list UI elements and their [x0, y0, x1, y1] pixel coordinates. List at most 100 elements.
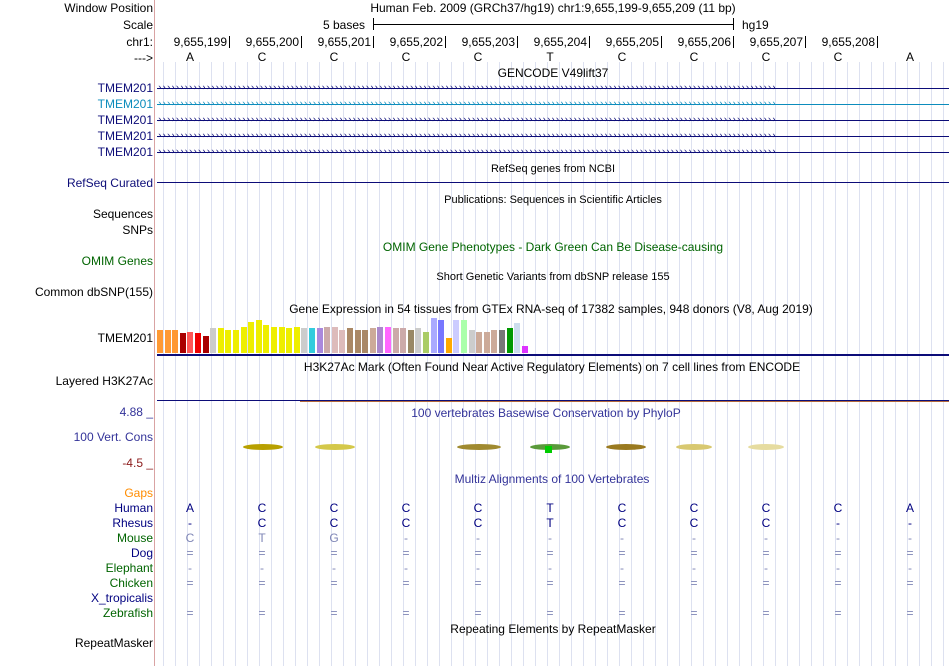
gtex-tissue-bar[interactable]	[392, 328, 399, 353]
multiz-species-label[interactable]: Zebrafish	[102, 606, 153, 620]
gtex-tissue-bar[interactable]	[202, 336, 209, 353]
gtex-tissue-bar[interactable]	[331, 327, 338, 353]
multiz-alignment-base: =	[402, 576, 410, 590]
gtex-tissue-bar[interactable]	[453, 320, 460, 353]
gtex-tissue-bar[interactable]	[339, 330, 346, 353]
base-letter[interactable]: C	[761, 50, 771, 64]
multiz-alignment-base: G	[329, 531, 339, 545]
base-letter[interactable]: A	[185, 50, 194, 64]
gtex-tissue-bar[interactable]	[164, 330, 171, 353]
multiz-species-label[interactable]: Chicken	[109, 576, 153, 590]
gtex-tissue-bar[interactable]	[369, 328, 376, 353]
gtex-tissue-bar[interactable]	[483, 332, 490, 353]
multiz-species-label[interactable]: Human	[114, 501, 153, 515]
gtex-tissue-bar[interactable]	[179, 333, 186, 353]
gencode-transcript-label[interactable]: TMEM201	[97, 113, 153, 127]
gencode-transcript-line[interactable]	[157, 120, 949, 121]
repeatmasker-title: Repeating Elements by RepeatMasker	[450, 622, 656, 636]
gencode-transcript-label[interactable]: TMEM201	[97, 129, 153, 143]
gtex-tissue-bar[interactable]	[354, 330, 361, 353]
gencode-transcript-line[interactable]	[157, 104, 949, 105]
gtex-tissue-bar[interactable]	[271, 327, 277, 353]
refseq-label[interactable]: RefSeq Curated	[66, 176, 153, 190]
gtex-tissue-bar[interactable]	[225, 330, 232, 353]
gtex-tissue-bar[interactable]	[400, 328, 407, 353]
gtex-tissue-bar[interactable]	[263, 325, 270, 353]
refseq-gene-line[interactable]	[157, 182, 949, 183]
gtex-tissue-bar[interactable]	[491, 330, 498, 353]
gtex-tissue-bar[interactable]	[514, 323, 521, 353]
multiz-alignment-base: =	[762, 576, 770, 590]
gtex-tissue-bar[interactable]	[316, 328, 323, 353]
gtex-tissue-bar[interactable]	[324, 327, 331, 353]
gtex-tissue-bar[interactable]	[187, 332, 194, 353]
gtex-tissue-bar[interactable]	[377, 327, 384, 353]
gtex-tissue-bar[interactable]	[195, 333, 201, 353]
gtex-tissue-bar[interactable]	[385, 327, 391, 353]
base-letter[interactable]: C	[401, 50, 411, 64]
gtex-tissue-bar[interactable]	[286, 328, 293, 353]
gencode-transcript-label[interactable]: TMEM201	[97, 145, 153, 159]
base-letter[interactable]: C	[833, 50, 843, 64]
phylop-min-label: -4.5 _	[122, 456, 153, 470]
multiz-species-label[interactable]: Dog	[130, 546, 153, 560]
base-letter[interactable]: C	[329, 50, 339, 64]
gtex-tissue-bar[interactable]	[217, 328, 224, 353]
gtex-tissue-bar[interactable]	[172, 330, 179, 353]
dbsnp-label[interactable]: Common dbSNP(155)	[34, 285, 153, 299]
multiz-species-label[interactable]: Elephant	[105, 561, 153, 575]
base-letter[interactable]: C	[257, 50, 267, 64]
gtex-tissue-bar[interactable]	[233, 330, 239, 353]
gtex-tissue-bar[interactable]	[362, 330, 369, 353]
gtex-tissue-bar[interactable]	[255, 320, 262, 353]
gencode-transcript-label[interactable]: TMEM201	[97, 97, 153, 111]
gtex-tissue-bar[interactable]	[278, 327, 285, 353]
gtex-tissue-bar[interactable]	[301, 328, 308, 353]
base-letter[interactable]: T	[546, 50, 554, 64]
gtex-tissue-bar[interactable]	[407, 330, 414, 353]
coordinate-label: 9,655,199	[173, 35, 227, 49]
multiz-species-label[interactable]: Rhesus	[112, 516, 153, 530]
gencode-transcript-line[interactable]	[157, 152, 949, 153]
gtex-tissue-bar[interactable]	[157, 330, 163, 353]
gtex-tissue-bar[interactable]	[309, 328, 315, 353]
gtex-tissue-bar[interactable]	[468, 330, 475, 353]
strand-arrow-label: --->	[134, 51, 153, 65]
gtex-tissue-bar[interactable]	[438, 320, 445, 353]
omim-label[interactable]: OMIM Genes	[81, 254, 153, 268]
grid-line	[571, 62, 572, 666]
gencode-transcript-line[interactable]	[157, 136, 949, 137]
phylop-label[interactable]: 100 Vert. Cons	[73, 430, 153, 444]
gtex-tissue-bar[interactable]	[476, 332, 483, 353]
publications-sequences-label[interactable]: Sequences	[92, 207, 153, 221]
h3k27ac-label[interactable]: Layered H3K27Ac	[55, 374, 153, 388]
gtex-tissue-bar[interactable]	[248, 322, 255, 353]
gtex-tissue-bar[interactable]	[240, 327, 247, 353]
gtex-tissue-bar[interactable]	[461, 320, 467, 353]
gtex-tissue-bar[interactable]	[521, 346, 528, 353]
gtex-tissue-bar[interactable]	[210, 328, 217, 353]
gencode-transcript-line[interactable]	[157, 88, 949, 89]
gtex-tissue-bar[interactable]	[430, 318, 437, 353]
base-letter[interactable]: C	[617, 50, 627, 64]
gtex-tissue-bar[interactable]	[415, 328, 422, 353]
multiz-species-label[interactable]: X_tropicalis	[90, 591, 153, 605]
gtex-tissue-bar[interactable]	[293, 327, 300, 353]
gtex-label[interactable]: TMEM201	[97, 331, 153, 345]
base-letter[interactable]: C	[473, 50, 483, 64]
repeatmasker-label[interactable]: RepeatMasker	[74, 636, 153, 650]
multiz-gaps-label[interactable]: Gaps	[124, 486, 153, 500]
base-letter[interactable]: A	[905, 50, 914, 64]
gencode-transcript-label[interactable]: TMEM201	[97, 81, 153, 95]
gtex-tissue-bar[interactable]	[445, 338, 452, 353]
publications-snps-label[interactable]: SNPs	[122, 223, 153, 237]
grid-line	[811, 62, 812, 666]
multiz-species-label[interactable]: Mouse	[116, 531, 153, 545]
multiz-alignment-base: -	[188, 561, 192, 575]
gtex-bar-chart[interactable]	[157, 316, 557, 353]
gtex-tissue-bar[interactable]	[499, 330, 505, 353]
gtex-tissue-bar[interactable]	[347, 328, 353, 353]
base-letter[interactable]: C	[689, 50, 699, 64]
gtex-tissue-bar[interactable]	[423, 332, 429, 353]
gtex-tissue-bar[interactable]	[506, 328, 513, 353]
